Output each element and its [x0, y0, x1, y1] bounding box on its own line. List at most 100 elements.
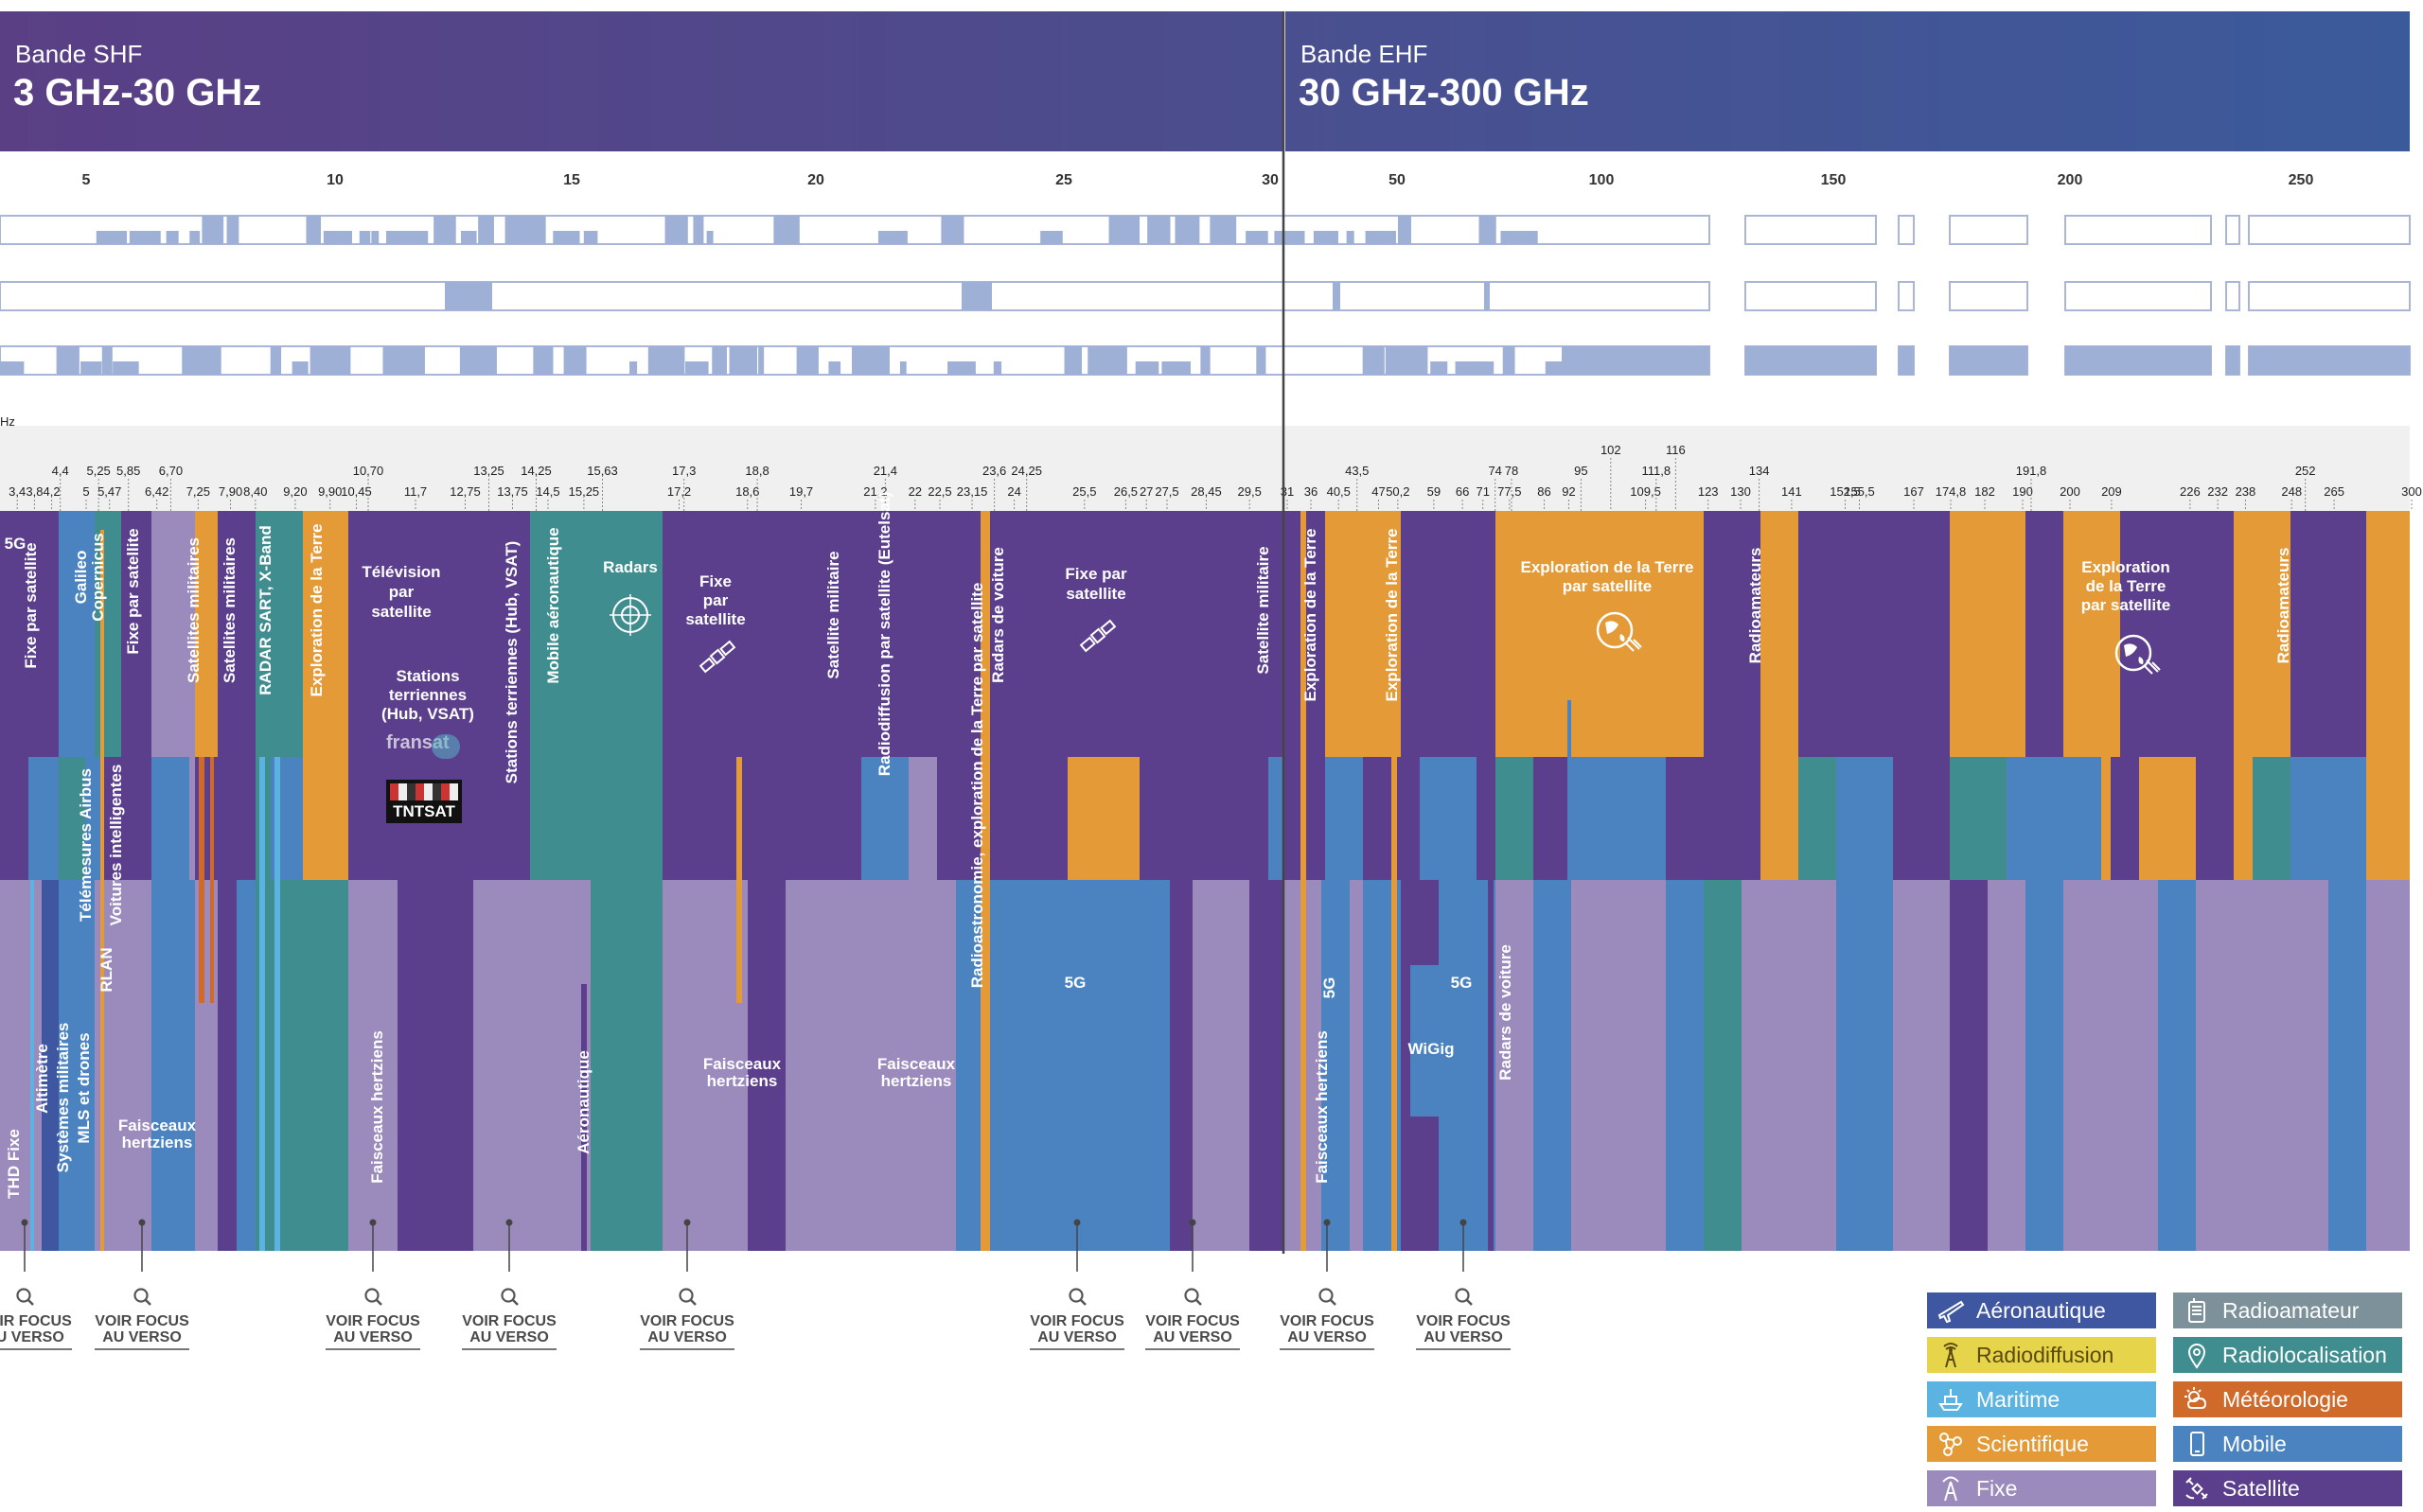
band-label: Voitures intelligentes — [107, 765, 125, 926]
frequency-scale: 5 10 15 20 25 30 50 100 150 200 250 Hz — [0, 172, 2313, 429]
edge-label: 21,4 — [874, 464, 897, 478]
globe-outline — [1596, 611, 1634, 649]
edge-label: 226 — [2180, 484, 2201, 499]
allocation-band — [1495, 757, 1533, 880]
edge-label: 4,2 — [44, 484, 61, 499]
usage-strip-fill — [852, 346, 890, 375]
edge-label: 40,5 — [1327, 484, 1351, 499]
allocation-band — [274, 757, 280, 1251]
voir-focus-line1: VOIR FOCUS — [1030, 1313, 1124, 1329]
edge-label: 300 — [2401, 484, 2422, 499]
legend-label: Satellite — [2222, 1476, 2300, 1501]
scale-tick-label: 250 — [2289, 172, 2314, 188]
usage-strip-fill — [1088, 346, 1127, 375]
usage-strip-fill — [371, 231, 380, 244]
band-label: Systèmes militaires — [54, 1023, 72, 1173]
usage-strip-fill — [226, 216, 239, 244]
edge-label: 77,5 — [1497, 484, 1521, 499]
band-label-line: Télévision — [362, 563, 440, 581]
legend: Aéronautique Radiodiffusion Maritime Sci… — [1927, 1292, 2410, 1512]
allocation-band — [2158, 880, 2196, 1251]
edge-label: 15,25 — [569, 484, 600, 499]
band-label: Télévision par satellite — [362, 563, 440, 621]
band-label: Stations terriennes (Hub, VSAT) — [503, 541, 521, 784]
band-label: Exploration de la Terre — [1383, 529, 1401, 702]
band-label-line: par satellite — [1563, 577, 1653, 595]
band-label: GalileoCopernicus — [72, 533, 107, 622]
allocation-band — [195, 880, 218, 1251]
band-label: WiGig — [1408, 1040, 1455, 1058]
voir-focus-line1: VOIR FOCUS — [326, 1313, 420, 1329]
allocation-band — [530, 757, 591, 880]
magnifier-icon — [1318, 1288, 1336, 1306]
usage-strip-fill — [899, 361, 907, 375]
allocation-band — [2139, 757, 2196, 880]
usage-strip-fill — [1500, 231, 1538, 244]
allocation-band — [1068, 757, 1140, 880]
legend-item-mobile: Mobile — [2173, 1426, 2402, 1462]
allocation-band — [1488, 700, 1494, 1251]
allocation-band — [1249, 880, 1283, 1251]
edge-label: 3,4 — [9, 484, 26, 499]
allocation-band — [1798, 757, 1836, 880]
allocation-band — [210, 757, 214, 1003]
usage-strip-fill — [947, 361, 976, 375]
allocation-band — [1321, 880, 1350, 1251]
edge-label: 15,63 — [587, 464, 618, 478]
allocation-band — [1893, 757, 1950, 880]
voir-focus-line1: VOIR FOCUS — [1416, 1313, 1511, 1329]
usage-strip-fill — [1200, 346, 1211, 375]
band-label: Mobile aéronautique — [544, 527, 562, 683]
fransat-logo: fransat — [386, 732, 462, 761]
usage-strip-fill — [1313, 231, 1338, 244]
usage-strip-fill — [310, 346, 351, 375]
band-label-line: Fixe — [699, 572, 732, 590]
scale-tick-label: 150 — [1821, 172, 1847, 188]
band-label: Radars de voiture — [1496, 944, 1514, 1081]
band-label: Radars — [603, 558, 658, 576]
usage-strip-fill — [877, 231, 908, 244]
edge-label: 265 — [2324, 484, 2344, 499]
band-label-line: Copernicus — [89, 533, 107, 622]
ship-icon — [1938, 1389, 1963, 1411]
edge-label: 209 — [2101, 484, 2122, 499]
edge-label: 116 — [1666, 443, 1686, 457]
band-label: 5G — [5, 535, 27, 553]
band-label-line: hertziens — [881, 1072, 952, 1090]
edge-label: 66 — [1456, 484, 1469, 499]
edge-label: 7,25 — [186, 484, 210, 499]
scale-tick-label: 50 — [1388, 172, 1406, 188]
usage-strip-fill — [101, 346, 113, 375]
allocation-band — [2007, 757, 2063, 880]
band-label-line: Faisceaux — [118, 1116, 197, 1134]
allocation-band — [104, 757, 133, 880]
edge-label: 43,5 — [1345, 464, 1369, 478]
allocation-band — [663, 880, 695, 1251]
band-label: Satellites militaires — [185, 537, 203, 683]
allocation-band — [1988, 880, 2025, 1251]
allocation-band — [748, 880, 786, 1251]
band-label-line: hertziens — [122, 1134, 193, 1152]
allocation-band — [303, 757, 348, 880]
allocation-band — [1571, 757, 1609, 880]
band-label-line: Faisceaux — [877, 1055, 956, 1073]
edge-label: 27,5 — [1155, 484, 1178, 499]
voir-focus-line2: AU VERSO — [333, 1329, 413, 1345]
allocation-band — [2366, 880, 2410, 1251]
globe-satellite — [1625, 637, 1642, 652]
edge-label: 9,20 — [283, 484, 307, 499]
band-label: Aéronautique — [575, 1050, 592, 1154]
usage-strip-fill — [292, 361, 309, 375]
band-label: Radioamateurs — [2274, 548, 2292, 664]
